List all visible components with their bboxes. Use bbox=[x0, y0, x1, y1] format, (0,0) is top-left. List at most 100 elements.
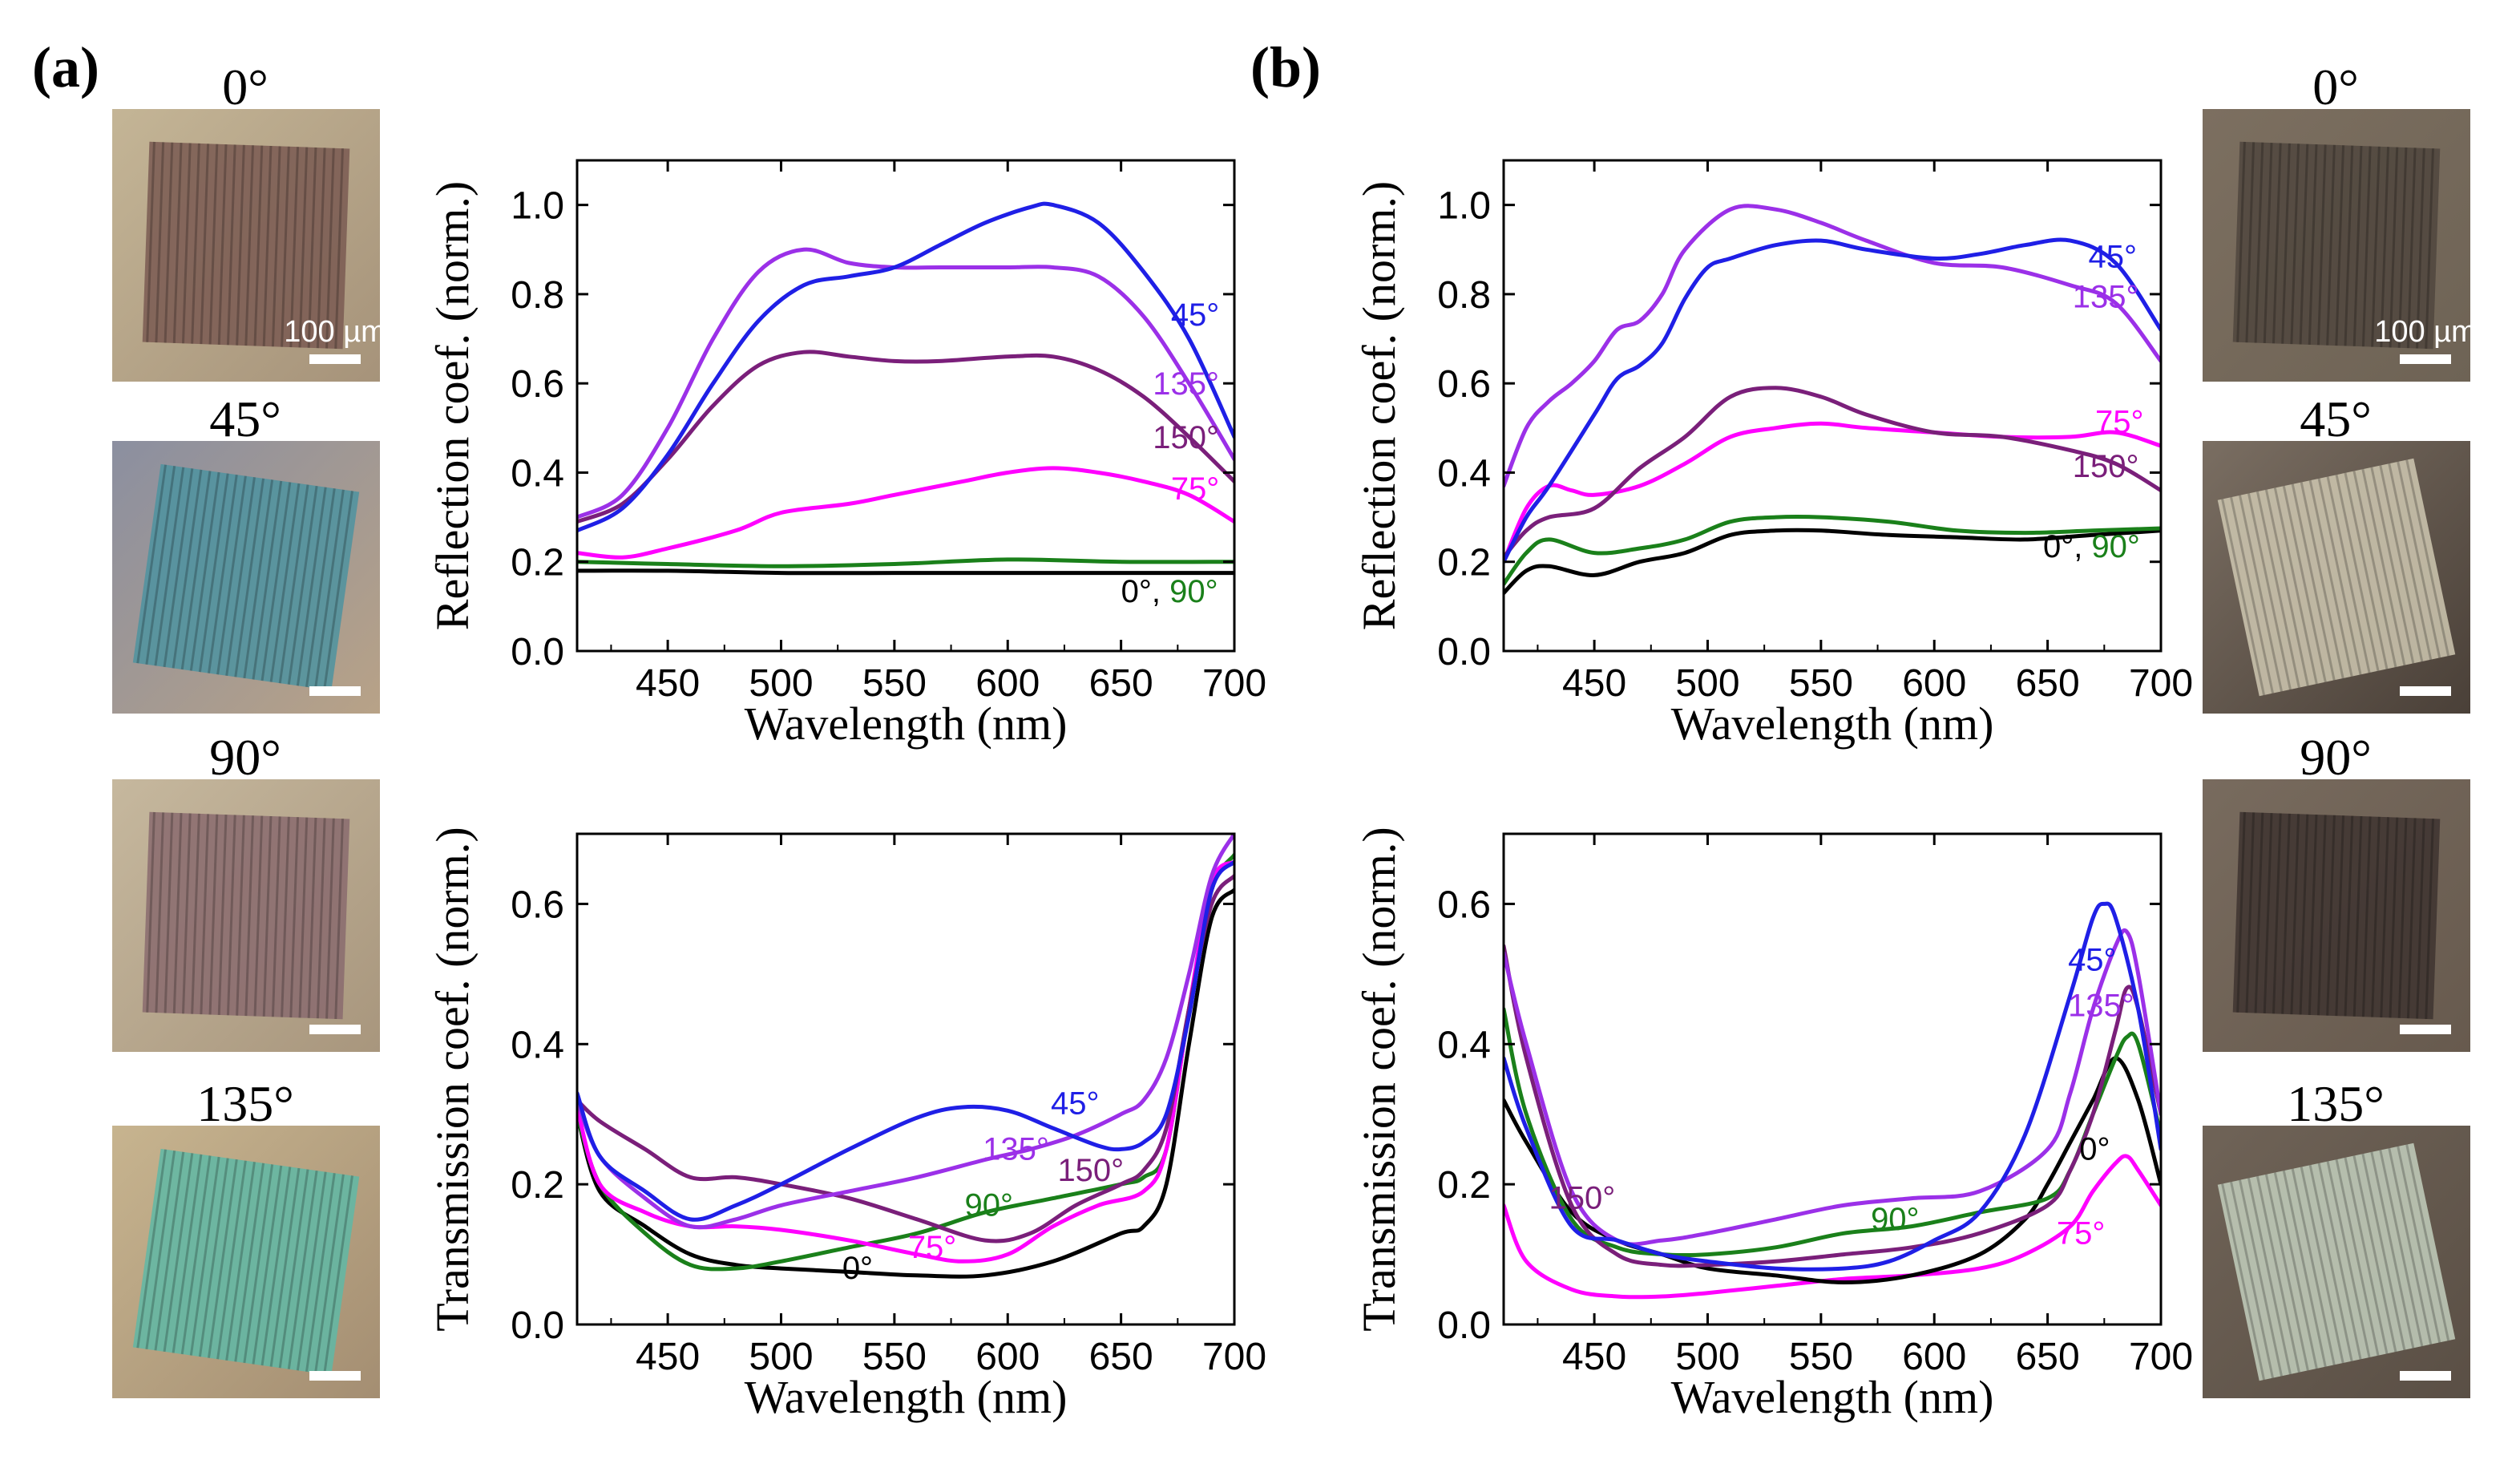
series-annotation: 75° bbox=[1171, 471, 1220, 507]
series-line-90deg bbox=[577, 557, 1234, 568]
y-axis-label: Reflection coef. (norm.) bbox=[426, 181, 479, 630]
x-tick-label: 450 bbox=[1562, 662, 1626, 705]
x-tick-label: 650 bbox=[2016, 1336, 2080, 1378]
y-tick-label: 1.0 bbox=[511, 185, 564, 228]
series-annotation: 45° bbox=[2068, 942, 2117, 977]
x-tick-label: 600 bbox=[975, 662, 1040, 705]
series-annotation: 90° bbox=[965, 1187, 1014, 1223]
x-tick-label: 550 bbox=[1789, 1336, 1853, 1378]
x-tick-label: 700 bbox=[2129, 662, 2193, 705]
micrograph-image bbox=[112, 779, 380, 1052]
series-annotation: 150° bbox=[2073, 449, 2139, 484]
y-tick-label: 0.6 bbox=[511, 884, 564, 926]
series-line-90deg bbox=[1504, 1007, 2161, 1258]
x-tick-label: 550 bbox=[862, 1336, 927, 1378]
series-annotation: 0° bbox=[842, 1251, 873, 1286]
micrograph-column-group: 0° 100 µm 45° 90° 135° 0° 100 µm 45° 90° 135° bbox=[112, 59, 2477, 1398]
scale-bar bbox=[2400, 1371, 2451, 1381]
scale-bar bbox=[2400, 354, 2451, 364]
annotation-part: 0°, bbox=[2043, 529, 2091, 564]
micrograph-angle-label: 135° bbox=[196, 1075, 294, 1132]
series-line-75deg bbox=[577, 466, 1234, 560]
annotation-part: 90° bbox=[1169, 574, 1218, 609]
micrograph-angle-label: 135° bbox=[2287, 1075, 2385, 1132]
micrograph-angle-label: 0° bbox=[2312, 59, 2359, 115]
y-axis-label: Transmission coef. (norm.) bbox=[1353, 827, 1405, 1331]
series-line-90deg bbox=[577, 852, 1234, 1272]
series-annotation: 90° bbox=[1871, 1202, 1920, 1237]
x-tick-label: 600 bbox=[975, 1336, 1040, 1378]
series-line-75deg bbox=[577, 859, 1234, 1264]
scale-bar-label: 100 µm bbox=[284, 315, 386, 349]
x-axis-label: Wavelength (nm) bbox=[745, 698, 1068, 750]
chart-b-reflection: 450 500 550 600 650 700 0.0 0.2 0.4 0.6 0.8 1.0 Wave… bbox=[1353, 159, 2193, 750]
series-annotation: 45° bbox=[1171, 297, 1220, 333]
y-tick-label: 0.8 bbox=[1437, 274, 1491, 317]
panel-label-b: (b) bbox=[1250, 35, 1321, 99]
y-tick-label: 0.4 bbox=[1437, 452, 1491, 495]
y-tick-label: 0.2 bbox=[1437, 1164, 1491, 1207]
y-tick-label: 0.0 bbox=[511, 1304, 564, 1347]
series-line-135deg bbox=[1504, 204, 2161, 488]
scale-bar bbox=[309, 354, 361, 364]
x-tick-label: 700 bbox=[1202, 1336, 1266, 1378]
scale-bar bbox=[309, 686, 361, 696]
x-tick-label: 450 bbox=[1562, 1336, 1626, 1378]
x-tick-label: 700 bbox=[1202, 662, 1266, 705]
series-line-150deg bbox=[577, 874, 1234, 1244]
x-tick-label: 650 bbox=[1089, 1336, 1153, 1378]
chart-a-reflection: 450 500 550 600 650 700 0.0 0.2 0.4 0.6 0.8 1.0 Wave… bbox=[426, 159, 1266, 750]
micrograph-image bbox=[2203, 779, 2470, 1052]
x-tick-label: 700 bbox=[2129, 1336, 2193, 1378]
chart-group: 450 500 550 600 650 700 0.0 0.2 0.4 0.6 0.8 1.0 Wave… bbox=[426, 159, 2193, 1423]
x-tick-label: 500 bbox=[1675, 662, 1739, 705]
series-line-0deg bbox=[577, 888, 1234, 1279]
series-line-135deg bbox=[577, 834, 1234, 1230]
series-line-0deg bbox=[577, 568, 1234, 576]
y-tick-label: 0.0 bbox=[1437, 631, 1491, 673]
scale-bar bbox=[309, 1025, 361, 1034]
series-annotation: 45° bbox=[2089, 240, 2138, 275]
micrograph-angle-label: 45° bbox=[2300, 390, 2372, 447]
series-line-90deg bbox=[1504, 514, 2161, 586]
series-annotation: 0°, 90° bbox=[1121, 574, 1218, 609]
series-line-150deg bbox=[1504, 386, 2161, 560]
series-line-45deg bbox=[1504, 237, 2161, 564]
x-tick-label: 500 bbox=[1675, 1336, 1739, 1378]
chart-b-transmission: 450 500 550 600 650 700 0.0 0.2 0.4 0.6 Wavelength… bbox=[1353, 827, 2193, 1423]
series-annotation: 135° bbox=[2073, 280, 2139, 315]
series-annotation: 135° bbox=[1153, 366, 1219, 402]
scale-bar bbox=[2400, 1025, 2451, 1034]
x-tick-label: 600 bbox=[1902, 1336, 1966, 1378]
y-tick-label: 0.4 bbox=[1437, 1024, 1491, 1066]
y-tick-label: 0.4 bbox=[511, 452, 564, 495]
scale-bar bbox=[2400, 686, 2451, 696]
annotation-part: 90° bbox=[2091, 529, 2140, 564]
plot-frame bbox=[575, 832, 1236, 1326]
series-line-75deg bbox=[1504, 421, 2161, 564]
y-tick-label: 0.6 bbox=[1437, 884, 1491, 926]
y-tick-label: 0.8 bbox=[511, 274, 564, 317]
y-axis-label: Transmission coef. (norm.) bbox=[426, 827, 479, 1331]
series-annotation: 75° bbox=[2095, 404, 2144, 439]
x-tick-label: 550 bbox=[862, 662, 927, 705]
micrograph-image bbox=[112, 1126, 380, 1398]
series-annotation: 0°, 90° bbox=[2043, 529, 2140, 564]
micrograph-image: 100 µm bbox=[2203, 109, 2477, 382]
series-annotation: 75° bbox=[908, 1230, 957, 1265]
series-line-45deg bbox=[577, 859, 1234, 1222]
series-annotation: 150° bbox=[1153, 420, 1219, 455]
series-line-150deg bbox=[1504, 944, 2161, 1268]
y-tick-label: 0.4 bbox=[511, 1024, 564, 1066]
micrograph-angle-label: 45° bbox=[209, 390, 281, 447]
annotation-part: 0°, bbox=[1121, 574, 1169, 609]
series-annotation: 0° bbox=[2079, 1132, 2110, 1167]
micrograph-image bbox=[2203, 441, 2470, 714]
y-tick-label: 0.6 bbox=[511, 363, 564, 406]
x-tick-label: 650 bbox=[1089, 662, 1153, 705]
y-tick-label: 0.0 bbox=[1437, 1304, 1491, 1347]
series-line-45deg bbox=[1504, 901, 2161, 1272]
y-tick-label: 0.2 bbox=[511, 542, 564, 584]
x-tick-label: 500 bbox=[749, 662, 813, 705]
